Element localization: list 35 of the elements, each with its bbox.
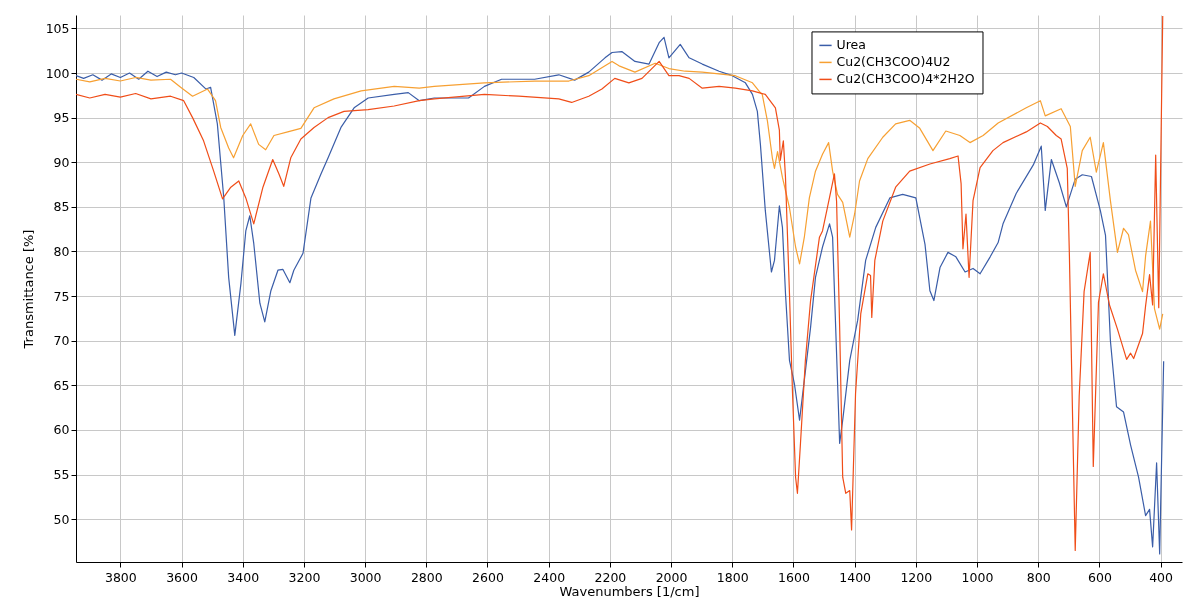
legend-label: Cu2(CH3COO)4*2H2O (836, 71, 975, 87)
y-tick-label: 105 (45, 20, 70, 36)
y-tick-label: 85 (53, 199, 70, 215)
y-tick-label: 100 (45, 65, 70, 81)
y-tick-label: 60 (53, 422, 70, 438)
x-tick-label: 2800 (410, 569, 443, 585)
legend-label: Cu2(CH3COO)4U2 (836, 54, 951, 70)
x-tick-label: 2600 (472, 569, 504, 585)
y-tick-label: 50 (53, 511, 70, 527)
x-tick-label: 1000 (961, 569, 994, 585)
x-tick-label: 600 (1087, 569, 1112, 585)
x-axis-title: Wavenumbers [1/cm] (559, 584, 700, 599)
x-tick-label: 2000 (655, 569, 688, 585)
x-tick-label: 2200 (594, 569, 627, 585)
y-tick-label: 80 (53, 243, 70, 259)
x-tick-label: 3800 (104, 569, 137, 585)
legend-label: Urea (836, 37, 866, 53)
y-tick-label: 55 (53, 467, 70, 483)
x-tick-label: 3000 (349, 569, 382, 585)
y-tick-label: 75 (53, 288, 70, 304)
y-tick-label: 70 (53, 333, 70, 349)
x-tick-label: 1200 (900, 569, 933, 585)
x-tick-label: 3200 (288, 569, 321, 585)
x-tick-label: 800 (1026, 569, 1051, 585)
x-tick-label: 3400 (227, 569, 260, 585)
y-axis-title: Transmittance [%] (20, 229, 36, 350)
x-tick-label: 1400 (839, 569, 872, 585)
x-tick-label: 3600 (166, 569, 198, 585)
y-tick-label: 95 (53, 110, 70, 126)
x-tick-label: 400 (1149, 569, 1174, 585)
y-tick-label: 65 (53, 377, 70, 393)
y-tick-label: 90 (53, 154, 70, 170)
x-tick-label: 1600 (778, 569, 810, 585)
x-tick-label: 1800 (716, 569, 749, 585)
x-tick-label: 2400 (533, 569, 566, 585)
